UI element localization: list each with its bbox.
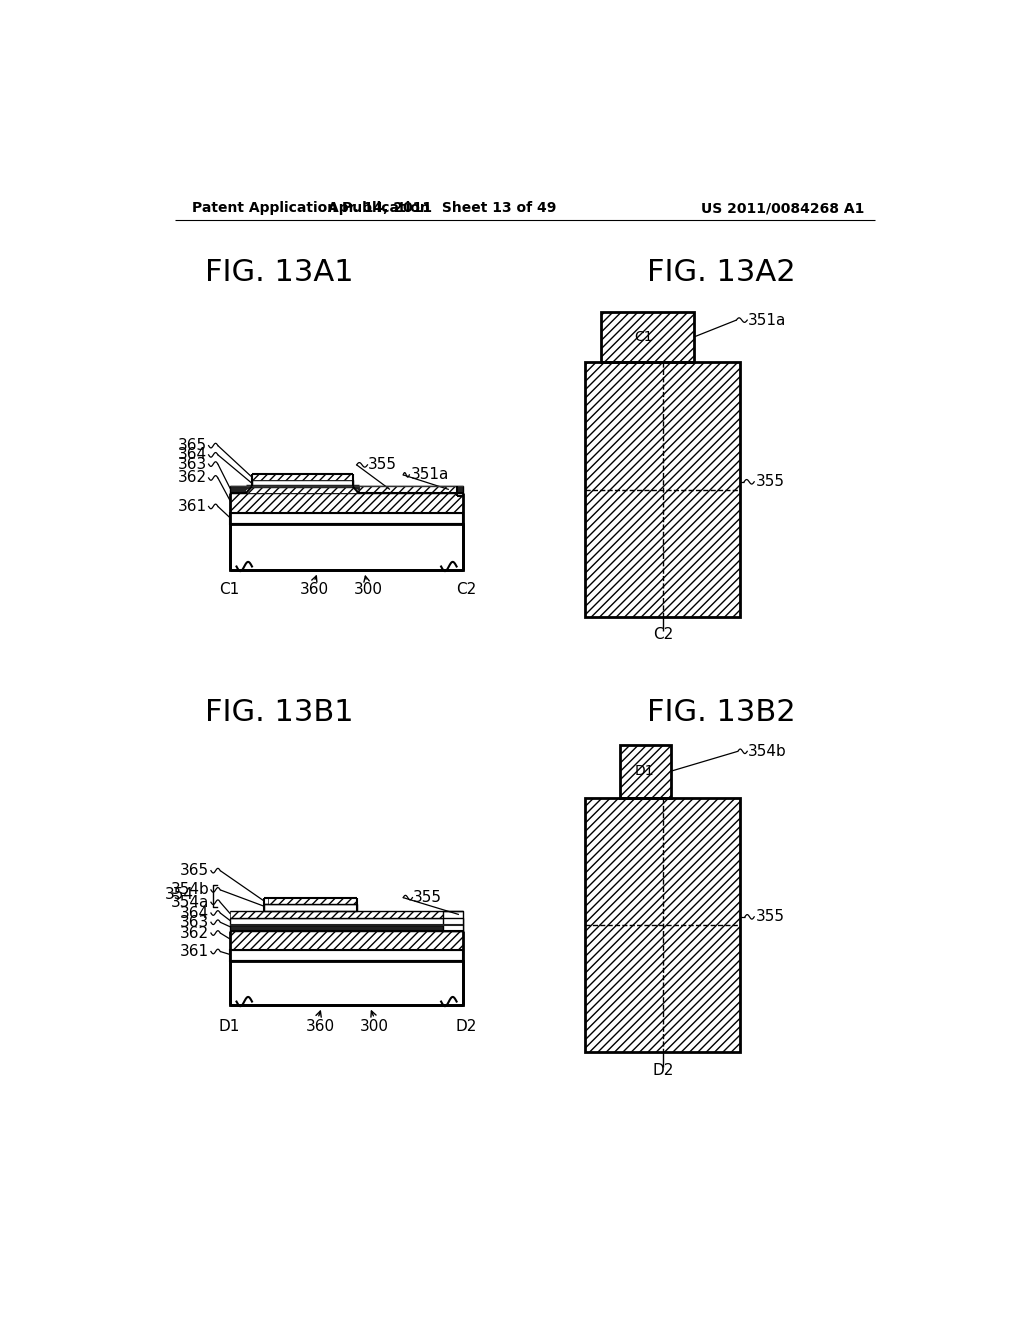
Text: US 2011/0084268 A1: US 2011/0084268 A1 — [700, 202, 864, 215]
Text: C2: C2 — [652, 627, 673, 642]
Text: 363: 363 — [180, 915, 209, 929]
Text: 360: 360 — [305, 1019, 335, 1035]
Bar — [230, 524, 463, 570]
Text: 355: 355 — [414, 890, 442, 906]
Bar — [601, 313, 693, 363]
Text: 354a: 354a — [171, 895, 209, 909]
Text: FIG. 13A2: FIG. 13A2 — [647, 257, 796, 286]
Bar — [230, 487, 463, 494]
Bar — [230, 917, 463, 924]
Text: 351a: 351a — [748, 313, 786, 327]
Text: D1: D1 — [218, 1019, 240, 1035]
Text: 300: 300 — [360, 1019, 389, 1035]
Text: 362: 362 — [180, 925, 209, 941]
Bar — [601, 313, 693, 363]
Text: 300: 300 — [353, 582, 383, 597]
Text: 365: 365 — [178, 438, 207, 453]
Bar — [263, 904, 356, 911]
Text: 355: 355 — [756, 474, 784, 490]
Text: 364: 364 — [178, 447, 207, 462]
Text: 354b: 354b — [748, 743, 786, 759]
Bar — [230, 932, 463, 950]
Text: FIG. 13B1: FIG. 13B1 — [205, 698, 353, 727]
Text: 360: 360 — [299, 582, 329, 597]
Bar — [252, 480, 352, 486]
Bar — [230, 494, 463, 513]
Bar — [267, 898, 356, 904]
Bar — [443, 911, 463, 932]
Text: FIG. 13B2: FIG. 13B2 — [647, 698, 796, 727]
Bar — [621, 744, 671, 797]
Text: Apr. 14, 2011  Sheet 13 of 49: Apr. 14, 2011 Sheet 13 of 49 — [328, 202, 556, 215]
Text: 361: 361 — [180, 944, 209, 960]
Bar — [252, 474, 352, 480]
Text: 354b: 354b — [171, 882, 209, 898]
Text: 364: 364 — [180, 906, 209, 920]
Text: 355: 355 — [369, 457, 397, 473]
Bar — [230, 513, 463, 524]
Polygon shape — [246, 487, 359, 494]
Bar — [230, 924, 463, 932]
Text: 351a: 351a — [411, 467, 450, 482]
Text: D2: D2 — [456, 1019, 476, 1035]
Text: C1: C1 — [634, 330, 652, 345]
Text: Patent Application Publication: Patent Application Publication — [191, 202, 429, 215]
Bar — [586, 797, 740, 1052]
Text: 355: 355 — [756, 909, 784, 924]
Text: D1: D1 — [635, 764, 654, 779]
Text: 365: 365 — [180, 863, 209, 878]
Text: 361: 361 — [178, 499, 207, 513]
Text: D2: D2 — [652, 1064, 674, 1078]
Bar — [586, 363, 740, 616]
Bar — [359, 487, 457, 494]
Bar — [230, 911, 463, 917]
Text: C1: C1 — [219, 582, 239, 597]
Text: C2: C2 — [456, 582, 476, 597]
Text: 363: 363 — [178, 457, 207, 471]
Bar — [621, 744, 671, 797]
Text: 354: 354 — [165, 887, 194, 902]
Bar — [586, 797, 740, 1052]
Bar — [230, 950, 463, 961]
Bar — [230, 961, 463, 1006]
Text: FIG. 13A1: FIG. 13A1 — [205, 257, 353, 286]
Bar — [586, 363, 740, 616]
Text: 362: 362 — [178, 470, 207, 486]
